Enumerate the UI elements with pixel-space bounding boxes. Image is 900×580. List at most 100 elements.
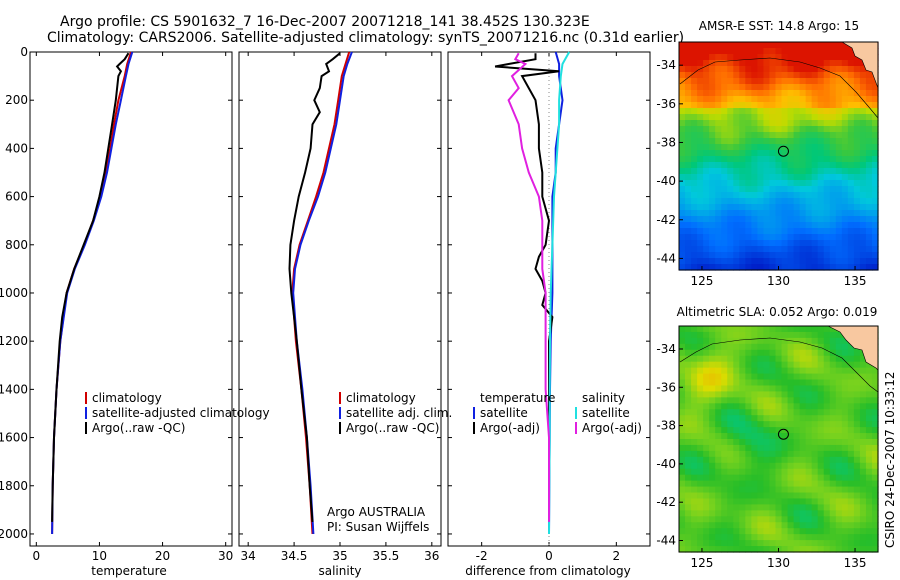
heatmap-cell bbox=[865, 504, 873, 511]
heatmap-cell bbox=[691, 264, 698, 271]
heatmap-cell bbox=[871, 444, 879, 452]
heatmap-cell bbox=[733, 498, 740, 506]
heatmap-cell bbox=[823, 498, 831, 506]
heatmap-cell bbox=[811, 162, 819, 169]
heatmap-cell bbox=[841, 486, 849, 494]
heatmap-cell bbox=[859, 456, 867, 464]
heatmap-cell bbox=[691, 48, 698, 55]
heatmap-cell bbox=[871, 204, 879, 211]
heatmap-cell bbox=[703, 326, 710, 333]
heatmap-cell bbox=[685, 546, 692, 553]
heatmap-cell bbox=[685, 528, 692, 535]
heatmap-cell bbox=[745, 450, 752, 458]
heatmap-cell bbox=[703, 42, 710, 49]
heatmap-cell bbox=[799, 516, 807, 523]
heatmap-cell bbox=[841, 528, 849, 535]
heatmap-cell bbox=[847, 180, 855, 187]
heatmap-cell bbox=[721, 540, 728, 547]
heatmap-cell bbox=[793, 240, 801, 247]
heatmap-cell bbox=[823, 162, 831, 169]
heatmap-cell bbox=[721, 391, 728, 398]
heatmap-cell bbox=[799, 156, 807, 163]
heatmap-cell bbox=[769, 246, 777, 253]
heatmap-cell bbox=[679, 186, 686, 193]
heatmap-cell bbox=[703, 337, 710, 345]
heatmap-cell bbox=[727, 156, 734, 163]
heatmap-cell bbox=[853, 462, 861, 470]
heatmap-cell bbox=[817, 534, 825, 541]
heatmap-cell bbox=[847, 138, 855, 145]
heatmap-cell bbox=[787, 326, 795, 333]
sla-map-title: Altimetric SLA: 0.052 Argo: 0.019 bbox=[677, 305, 878, 319]
heatmap-cell bbox=[751, 385, 758, 393]
heatmap-cell bbox=[835, 48, 843, 55]
heatmap-cell bbox=[733, 492, 740, 500]
heatmap-cell bbox=[811, 349, 819, 357]
heatmap-cell bbox=[697, 421, 704, 428]
heatmap-cell bbox=[727, 66, 734, 73]
heatmap-cell bbox=[817, 174, 825, 181]
heatmap-cell bbox=[793, 186, 801, 193]
heatmap-cell bbox=[769, 252, 777, 259]
heatmap-cell bbox=[787, 258, 795, 265]
heatmap-cell bbox=[853, 246, 861, 253]
heatmap-cell bbox=[679, 78, 686, 85]
heatmap-cell bbox=[859, 540, 867, 547]
lat-tick-label: -34 bbox=[656, 58, 676, 72]
heatmap-cell bbox=[739, 66, 746, 73]
heatmap-cell bbox=[805, 102, 813, 109]
heatmap-cell bbox=[733, 120, 740, 127]
heatmap-cell bbox=[841, 510, 849, 517]
heatmap-cell bbox=[799, 48, 807, 55]
heatmap-cell bbox=[853, 234, 861, 241]
heatmap-cell bbox=[757, 96, 765, 103]
heatmap-cell bbox=[781, 174, 789, 181]
heatmap-cell bbox=[865, 102, 873, 109]
heatmap-cell bbox=[763, 504, 771, 511]
legend-label-satellite: satellite-adjusted climatology bbox=[92, 406, 270, 420]
heatmap-cell bbox=[793, 210, 801, 217]
heatmap-cell bbox=[817, 528, 825, 535]
heatmap-cell bbox=[853, 264, 861, 271]
heatmap-cell bbox=[865, 156, 873, 163]
heatmap-cell bbox=[691, 474, 698, 482]
heatmap-cell bbox=[835, 228, 843, 235]
heatmap-cell bbox=[721, 48, 728, 55]
heatmap-cell bbox=[679, 516, 686, 523]
heatmap-cell bbox=[721, 78, 728, 85]
heatmap-cell bbox=[703, 439, 710, 446]
heatmap-cell bbox=[763, 138, 771, 145]
heatmap-cell bbox=[751, 144, 758, 151]
heatmap-cell bbox=[733, 522, 740, 529]
heatmap-cell bbox=[859, 264, 867, 271]
heatmap-cell bbox=[871, 421, 879, 428]
heatmap-cell bbox=[829, 216, 837, 223]
heatmap-cell bbox=[709, 486, 716, 494]
heatmap-cell bbox=[727, 474, 734, 482]
heatmap-cell bbox=[799, 326, 807, 333]
heatmap-cell bbox=[847, 60, 855, 67]
heatmap-cell bbox=[823, 186, 831, 193]
heatmap-cell bbox=[829, 433, 837, 440]
heatmap-cell bbox=[703, 421, 710, 428]
heatmap-cell bbox=[823, 90, 831, 97]
heatmap-cell bbox=[841, 349, 849, 357]
heatmap-cell bbox=[751, 474, 758, 482]
heatmap-cell bbox=[787, 132, 795, 139]
heatmap-cell bbox=[829, 222, 837, 229]
heatmap-cell bbox=[817, 150, 825, 157]
heatmap-cell bbox=[703, 132, 710, 139]
heatmap-cell bbox=[727, 168, 734, 175]
heatmap-cell bbox=[775, 252, 783, 259]
heatmap-cell bbox=[745, 204, 752, 211]
heatmap-cell bbox=[751, 456, 758, 464]
heatmap-cell bbox=[787, 450, 795, 458]
heatmap-cell bbox=[835, 222, 843, 229]
heatmap-cell bbox=[733, 198, 740, 205]
heatmap-cell bbox=[685, 361, 692, 369]
heatmap-cell bbox=[835, 421, 843, 428]
heatmap-cell bbox=[817, 516, 825, 523]
heatmap-cell bbox=[739, 456, 746, 464]
heatmap-cell bbox=[871, 216, 879, 223]
heatmap-cell bbox=[703, 144, 710, 151]
